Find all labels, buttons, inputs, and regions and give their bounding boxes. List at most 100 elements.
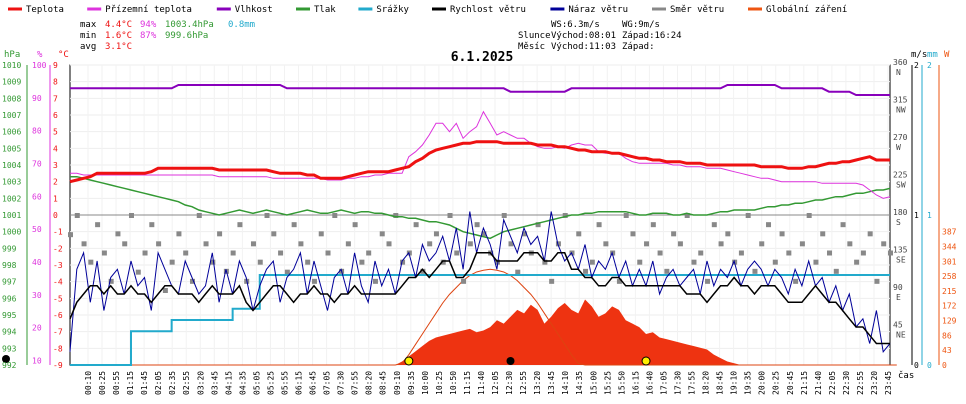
axis-mm-label: mm bbox=[927, 50, 938, 60]
x-tick-label: 21:40 bbox=[814, 371, 823, 395]
wind-direction-point bbox=[305, 259, 311, 265]
wind-direction-point bbox=[650, 222, 656, 228]
wind-direction-point bbox=[616, 278, 622, 284]
axis-dir-tick: 135 bbox=[893, 246, 908, 255]
axis-pct-tick: 50 bbox=[32, 225, 42, 234]
wind-direction-point bbox=[888, 250, 893, 256]
axis-pct-label: % bbox=[37, 50, 43, 60]
x-tick-label: 20:45 bbox=[786, 371, 795, 395]
axis-hpa-tick: 995 bbox=[2, 311, 17, 320]
wind-direction-point bbox=[623, 213, 629, 218]
axis-hpa-tick: 1008 bbox=[2, 94, 21, 103]
x-tick-label: 23:45 bbox=[884, 371, 893, 395]
x-axis-label: čas bbox=[898, 370, 914, 381]
axis-hpa-tick: 994 bbox=[2, 328, 17, 337]
x-tick-label: 00:25 bbox=[98, 371, 107, 395]
wind-direction-point bbox=[413, 222, 419, 228]
wind-direction-point bbox=[759, 241, 765, 247]
axis-temp-tick: -6 bbox=[53, 311, 63, 320]
stat-min-label: min bbox=[80, 31, 96, 41]
wind-direction-point bbox=[217, 231, 223, 237]
x-tick-label: 00:10 bbox=[84, 371, 93, 395]
axis-dir-name: N bbox=[896, 68, 901, 77]
wind-direction-point bbox=[718, 241, 724, 247]
wind-direction-point bbox=[196, 213, 202, 218]
stat-min-temp: 1.6°C bbox=[105, 31, 132, 41]
axis-temp-label: °C bbox=[58, 50, 69, 60]
wind-direction-point bbox=[766, 222, 772, 228]
x-tick-label: 15:25 bbox=[603, 371, 612, 395]
wind-direction-point bbox=[128, 213, 134, 218]
axis-dir-name: NE bbox=[896, 331, 906, 340]
axis-hpa-tick: 1003 bbox=[2, 178, 21, 187]
wind-direction-point bbox=[101, 250, 107, 256]
x-tick-label: 15:50 bbox=[617, 371, 626, 395]
wind-direction-point bbox=[325, 250, 331, 256]
x-tick-label: 06:45 bbox=[309, 371, 318, 395]
stat-avg-temp: 3.1°C bbox=[105, 42, 132, 52]
axis-dir-name: W bbox=[896, 143, 901, 152]
wind-direction-point bbox=[332, 213, 338, 218]
info-wg: WG:9m/s bbox=[622, 20, 660, 30]
axis-dir-tick: 270 bbox=[893, 133, 908, 142]
wind-direction-point bbox=[88, 259, 94, 265]
x-tick-label: 02:05 bbox=[154, 371, 163, 395]
axis-hpa-tick: 999 bbox=[2, 244, 17, 253]
wind-direction-point bbox=[684, 213, 690, 218]
wind-direction-point bbox=[298, 241, 304, 247]
wind-direction-point bbox=[562, 213, 568, 218]
wind-direction-point bbox=[189, 278, 195, 284]
axis-temp-tick: 0 bbox=[53, 211, 58, 220]
legend-label: Rychlost větru bbox=[450, 5, 526, 15]
axis-hpa-tick: 1001 bbox=[2, 211, 21, 220]
ground-temperature-line bbox=[70, 110, 891, 199]
rain-line bbox=[70, 274, 890, 366]
wind-direction-point bbox=[386, 241, 392, 247]
axis-temp-tick: 2 bbox=[53, 178, 58, 187]
x-tick-label: 22:55 bbox=[856, 371, 865, 395]
wind-direction-point bbox=[237, 222, 243, 228]
info-moon-label: Měsíc bbox=[518, 42, 545, 52]
axis-dir-name: SE bbox=[896, 256, 906, 265]
axis-mm-tick: 0 bbox=[927, 361, 932, 370]
axis-temp-tick: 4 bbox=[53, 144, 58, 153]
wind-direction-point bbox=[467, 241, 473, 247]
x-tick-label: 05:25 bbox=[266, 371, 275, 395]
wind-direction-point bbox=[311, 278, 317, 284]
axis-w-tick: 344 bbox=[942, 242, 957, 251]
legend-label: Náraz větru bbox=[568, 5, 628, 15]
wind-direction-point bbox=[264, 213, 270, 218]
wind-direction-point bbox=[95, 222, 101, 228]
x-tick-label: 12:30 bbox=[505, 371, 514, 395]
axis-ms-tick: 1 bbox=[914, 211, 919, 220]
x-tick-label: 11:15 bbox=[463, 371, 472, 395]
wind-direction-point bbox=[833, 268, 839, 274]
axis-w-tick: 172 bbox=[942, 302, 957, 311]
axis-hpa-tick: 996 bbox=[2, 294, 17, 303]
axis-mm-tick: 2 bbox=[927, 61, 932, 70]
info-sunset: Západ:16:24 bbox=[622, 31, 682, 41]
wind-direction-point bbox=[81, 241, 87, 247]
temperature-line bbox=[69, 140, 890, 184]
wind-direction-point bbox=[359, 259, 365, 265]
info-moonset: Západ: bbox=[622, 42, 655, 52]
x-tick-label: 13:45 bbox=[547, 371, 556, 395]
axis-temp-tick: -7 bbox=[53, 328, 63, 337]
wind-direction-point bbox=[447, 213, 453, 218]
axis-pct-tick: 40 bbox=[32, 258, 42, 267]
wind-direction-point bbox=[874, 278, 880, 284]
wind-direction-point bbox=[596, 222, 602, 228]
wind-direction-point bbox=[637, 259, 643, 265]
axis-temp-tick: -4 bbox=[53, 278, 63, 287]
legend-label: Vlhkost bbox=[235, 5, 273, 15]
axis-temp-tick: -5 bbox=[53, 294, 63, 303]
stat-max-temp: 4.4°C bbox=[105, 20, 132, 30]
axis-ms-tick: 0 bbox=[914, 361, 919, 370]
wind-direction-point bbox=[860, 250, 866, 256]
info-ws: WS:6.3m/s bbox=[551, 20, 600, 30]
x-tick-label: 18:45 bbox=[716, 371, 725, 395]
x-tick-label: 16:15 bbox=[631, 371, 640, 395]
wind-direction-point bbox=[271, 231, 277, 237]
wind-direction-point bbox=[427, 241, 433, 247]
